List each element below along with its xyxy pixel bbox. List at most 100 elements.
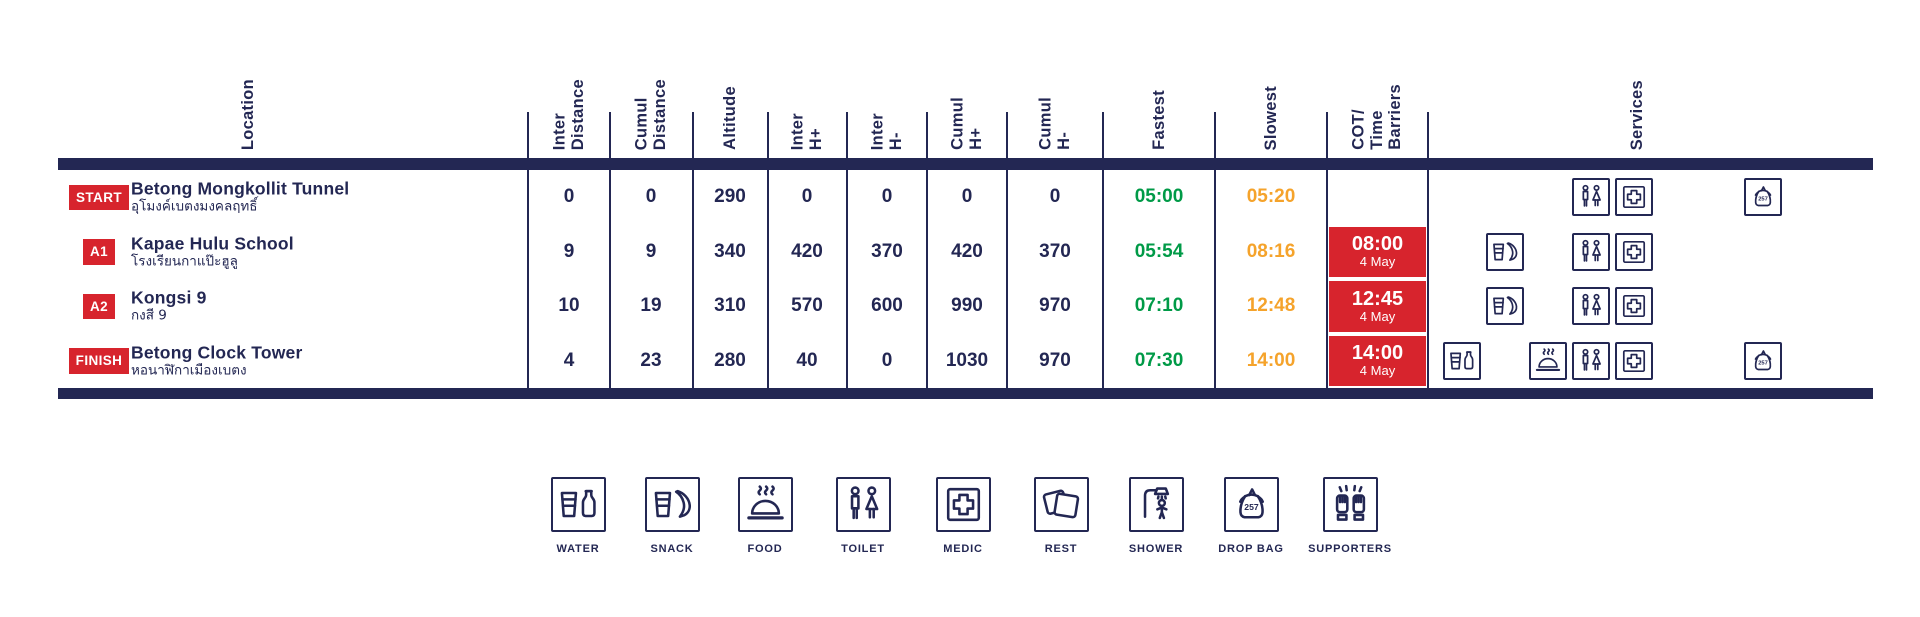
fastest-time: 05:00 xyxy=(1134,186,1184,208)
slowest-time: 14:00 xyxy=(1246,349,1296,371)
shower-icon xyxy=(1128,477,1184,532)
medic-icon xyxy=(1615,341,1653,380)
cumul-h-minus-value: 0 xyxy=(1049,186,1061,208)
column-divider xyxy=(767,112,769,390)
medic-icon xyxy=(1615,287,1653,325)
rest-icon xyxy=(1033,477,1089,532)
cot-time-barrier: 14:00 4 May xyxy=(1329,335,1426,386)
cumul-h-plus-value: 0 xyxy=(961,186,973,208)
location-name: Betong Clock Tower xyxy=(131,342,303,363)
altitude-value: 310 xyxy=(714,295,746,317)
altitude-value: 280 xyxy=(714,349,746,371)
water-icon xyxy=(550,477,606,532)
medic-icon xyxy=(935,477,991,532)
header-fastest: Fastest xyxy=(1149,90,1168,150)
inter-distance-value: 0 xyxy=(563,186,575,208)
cumul-distance-value: 23 xyxy=(640,349,662,371)
services-cell xyxy=(1428,170,1873,225)
services-cell xyxy=(1428,225,1873,280)
inter-h-plus-value: 570 xyxy=(791,295,823,317)
legend-item: SHOWER xyxy=(1109,477,1204,555)
legend-item: FOOD xyxy=(718,477,813,555)
slowest-time: 12:48 xyxy=(1246,295,1296,317)
header-altitude: Altitude xyxy=(720,86,739,150)
dropbag-icon xyxy=(1744,341,1782,380)
inter-h-minus-value: 370 xyxy=(871,240,903,262)
water-icon xyxy=(1443,341,1481,380)
cumul-distance-value: 0 xyxy=(645,186,657,208)
cumul-h-plus-value: 990 xyxy=(951,295,983,317)
snack-icon xyxy=(1486,287,1524,325)
cumul-h-plus-value: 420 xyxy=(951,240,983,262)
medic-icon xyxy=(1615,232,1653,271)
table-row-finish: FINISH Betong Clock Tower หอนาฬิกาเมืองเ… xyxy=(0,334,1920,389)
food-icon xyxy=(737,477,793,532)
header-location: Location xyxy=(238,78,257,150)
legend-item: TOILET xyxy=(816,477,911,555)
toilet-icon xyxy=(1572,341,1610,380)
header-slowest: Slowest xyxy=(1261,85,1280,150)
dropbag-icon xyxy=(1223,477,1279,532)
cumul-distance-value: 19 xyxy=(640,295,662,317)
cumul-distance-value: 9 xyxy=(645,240,657,262)
fastest-time: 07:10 xyxy=(1134,295,1184,317)
cot-time-barrier: 08:00 4 May xyxy=(1329,226,1426,277)
legend-item: SUPPORTERS xyxy=(1303,477,1398,555)
cumul-h-minus-value: 370 xyxy=(1039,240,1071,262)
toilet-icon xyxy=(835,477,891,532)
inter-h-minus-value: 0 xyxy=(881,186,893,208)
fastest-time: 07:30 xyxy=(1134,349,1184,371)
table-row-a1: A1 Kapae Hulu School โรงเรียนกาแป๊ะฮูลู … xyxy=(0,225,1920,280)
slowest-time: 08:16 xyxy=(1246,240,1296,262)
inter-h-plus-value: 40 xyxy=(796,349,818,371)
header-cumul-distance: Cumul Distance xyxy=(632,78,669,150)
snack-icon xyxy=(644,477,700,532)
altitude-value: 290 xyxy=(714,186,746,208)
toilet-icon xyxy=(1572,178,1610,216)
services-cell xyxy=(1428,334,1873,389)
location-name: Kongsi 9 xyxy=(131,287,207,308)
legend-item: SNACK xyxy=(625,477,720,555)
legend-item: WATER xyxy=(531,477,626,555)
header-inter-h-minus: Inter H- xyxy=(868,112,905,150)
header-services: Services xyxy=(1627,79,1646,150)
table-row-a2: A2 Kongsi 9 กงสี 9 10 19 310 570 600 990… xyxy=(0,279,1920,334)
cumul-h-minus-value: 970 xyxy=(1039,349,1071,371)
checkpoint-badge: A1 xyxy=(82,239,116,265)
toilet-icon xyxy=(1572,287,1610,325)
location-name: Kapae Hulu School xyxy=(131,233,294,254)
inter-h-minus-value: 600 xyxy=(871,295,903,317)
location-name: Betong Mongkollit Tunnel xyxy=(131,178,350,199)
inter-distance-value: 10 xyxy=(558,295,580,317)
inter-h-plus-value: 0 xyxy=(801,186,813,208)
altitude-value: 340 xyxy=(714,240,746,262)
header-cumul-h-plus: Cumul H+ xyxy=(948,97,985,150)
inter-h-minus-value: 0 xyxy=(881,349,893,371)
legend-item: MEDIC xyxy=(916,477,1011,555)
column-divider xyxy=(1326,112,1328,390)
column-divider xyxy=(1427,112,1429,390)
inter-h-plus-value: 420 xyxy=(791,240,823,262)
location-name-thai: อุโมงค์เบตงมงคลฤทธิ์ xyxy=(131,198,258,215)
inter-distance-value: 4 xyxy=(563,349,575,371)
medic-icon xyxy=(1615,178,1653,216)
column-divider xyxy=(846,112,848,390)
supporters-icon xyxy=(1322,477,1378,532)
cot-time-barrier: 12:45 4 May xyxy=(1329,281,1426,332)
legend-item: REST xyxy=(1014,477,1109,555)
column-divider xyxy=(1006,112,1008,390)
cumul-h-plus-value: 1030 xyxy=(945,349,989,371)
column-divider xyxy=(692,112,694,390)
toilet-icon xyxy=(1572,232,1610,271)
dropbag-icon xyxy=(1744,178,1782,216)
checkpoint-badge: A2 xyxy=(82,293,116,319)
snack-icon xyxy=(1486,232,1524,271)
fastest-time: 05:54 xyxy=(1134,240,1184,262)
location-name-thai: หอนาฬิกาเมืองเบตง xyxy=(131,362,247,379)
checkpoint-badge: FINISH xyxy=(68,348,130,374)
slowest-time: 05:20 xyxy=(1246,186,1296,208)
food-icon xyxy=(1529,341,1567,380)
table-bottom-rule xyxy=(58,388,1873,399)
column-divider xyxy=(1214,112,1216,390)
